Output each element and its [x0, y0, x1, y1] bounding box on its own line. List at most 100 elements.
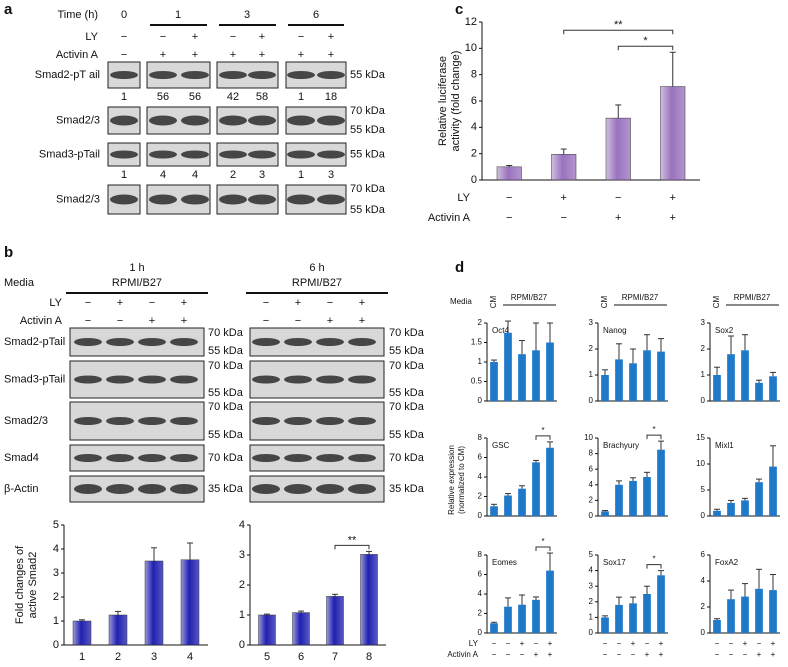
blot-band: [317, 115, 345, 126]
y-axis-label: activity (fold change): [450, 51, 462, 152]
error-bar: [630, 596, 636, 604]
blot-band: [74, 484, 102, 494]
row-sign: +: [359, 297, 365, 309]
error-bar: [602, 510, 608, 512]
error-bar: [669, 51, 676, 87]
quantification: 1: [121, 169, 127, 181]
bar: [518, 354, 526, 401]
row-sign: +: [149, 315, 155, 327]
y-tick-label: 1: [589, 613, 594, 622]
error-bar: [756, 379, 762, 383]
bar: [258, 614, 276, 646]
row-sign: +: [160, 49, 166, 61]
marker-label: 55 kDa: [350, 124, 386, 136]
bar: [727, 599, 735, 633]
row-label: Activin A: [447, 650, 478, 659]
error-bar: [298, 610, 304, 613]
row-sign: +: [548, 639, 553, 648]
row-sign: +: [757, 650, 762, 659]
y-tick-label: 8: [471, 69, 477, 81]
media-label: Media: [450, 297, 472, 306]
error-bar: [756, 568, 762, 589]
error-bar: [615, 104, 622, 119]
error-bar: [728, 589, 734, 600]
row-label: Activin A: [56, 49, 99, 61]
blot-band: [106, 375, 134, 384]
y-tick-label: 4: [478, 472, 483, 481]
bar: [741, 500, 749, 516]
error-bar: [519, 594, 525, 605]
y-tick-label: 3: [701, 318, 706, 327]
significance-bracket: [617, 45, 674, 51]
marker-label: 70 kDa: [208, 452, 244, 464]
blot-label: Smad2-pTail: [4, 336, 65, 348]
bar: [490, 362, 498, 401]
significance-bracket: [563, 29, 674, 35]
row-label: LY: [469, 639, 479, 648]
bar: [741, 350, 749, 401]
blot-band: [316, 375, 344, 384]
y-tick-label: 1: [701, 370, 706, 379]
y-tick-label: 6: [471, 95, 477, 107]
row-sign: −: [121, 31, 127, 43]
blot-band: [316, 454, 344, 462]
blot-band: [252, 375, 280, 384]
row-sign: −: [506, 650, 511, 659]
bar: [713, 375, 721, 401]
row-sign: −: [117, 315, 123, 327]
group-time: 1 h: [129, 262, 144, 274]
y-tick-label: 2: [471, 148, 477, 160]
error-bar: [658, 440, 664, 450]
bar: [326, 596, 344, 646]
row-sign: −: [715, 639, 720, 648]
bar: [360, 554, 378, 646]
row-sign: −: [506, 212, 512, 224]
error-bar: [616, 596, 622, 605]
blot-band: [348, 338, 376, 346]
blot-band: [348, 454, 376, 462]
quantification: 4: [192, 169, 198, 181]
error-bar: [505, 597, 511, 607]
time: 0: [121, 9, 127, 21]
blot: [285, 142, 347, 167]
significance: *: [541, 426, 544, 435]
y-tick-label: 0: [478, 628, 483, 637]
blot-band: [252, 484, 280, 494]
blot-band: [170, 454, 198, 462]
error-bar: [151, 547, 157, 561]
row-sign: +: [771, 650, 776, 659]
error-bar: [644, 585, 650, 594]
bar: [532, 350, 540, 401]
panel-label: d: [455, 259, 464, 276]
blot-band: [348, 417, 376, 425]
blot-label: β-Actin: [4, 483, 38, 495]
media: RPMI/B27: [622, 293, 659, 302]
y-tick-label: 1: [589, 370, 594, 379]
row-sign: +: [548, 650, 553, 659]
blot-band: [138, 484, 166, 494]
error-bar: [630, 348, 636, 364]
row-label: LY: [49, 297, 62, 309]
blot-band: [138, 454, 166, 462]
blot-band: [138, 417, 166, 425]
blot-band: [348, 484, 376, 494]
bar: [713, 510, 721, 516]
y-tick-label: 0: [701, 396, 706, 405]
row-sign: −: [492, 639, 497, 648]
blot-band: [110, 194, 138, 205]
bar: [546, 447, 554, 516]
error-bar: [658, 570, 664, 576]
media: CM: [712, 295, 721, 308]
row-sign: +: [670, 212, 676, 224]
y-tick-label: 12: [465, 16, 477, 28]
row-sign: −: [617, 639, 622, 648]
error-bar: [547, 552, 553, 571]
y-tick-label: 0: [589, 628, 594, 637]
y-tick-label: 4: [239, 519, 245, 531]
y-tick-label: 0: [589, 396, 594, 405]
marker-label: 55 kDa: [208, 387, 244, 399]
bar: [144, 560, 164, 646]
marker-label: 55 kDa: [208, 345, 244, 357]
bar: [546, 570, 554, 633]
error-bar: [644, 334, 650, 351]
